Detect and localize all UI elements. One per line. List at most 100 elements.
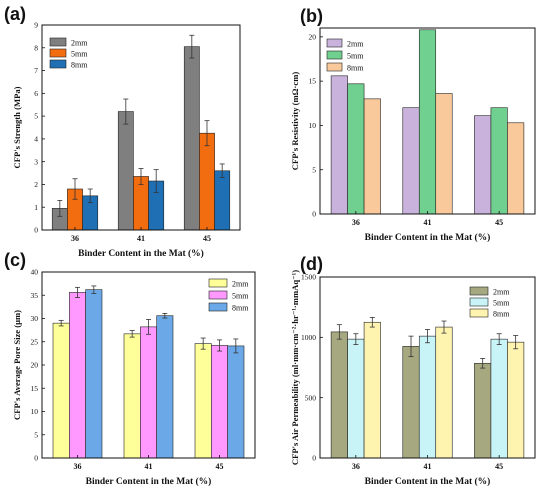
- legend-label-2mm: 2mm: [493, 288, 510, 297]
- bar-5mm-36: [347, 338, 365, 459]
- y-tick-label: 15: [309, 77, 317, 86]
- y-tick-label: 0: [312, 454, 316, 463]
- bar-5mm-45: [211, 345, 228, 459]
- y-tick-label: 0: [34, 454, 38, 463]
- y-tick-label: 6: [34, 89, 38, 98]
- legend-label-2mm: 2mm: [71, 39, 88, 48]
- x-tick-label: 45: [216, 462, 224, 471]
- bar-2mm-45: [474, 115, 492, 215]
- legend-label-5mm: 5mm: [347, 52, 364, 61]
- bar-5mm-36: [347, 83, 365, 215]
- bar-8mm-41: [156, 315, 174, 459]
- y-tick-label: 20: [31, 361, 39, 370]
- legend-swatch-5mm: [49, 48, 67, 58]
- bar-8mm-41: [435, 93, 453, 215]
- y-tick-label: 8: [34, 43, 38, 52]
- y-tick-label: 2: [34, 180, 38, 189]
- x-tick-label: 36: [352, 218, 360, 227]
- x-tick-label: 36: [352, 462, 360, 471]
- bar-8mm-45: [507, 341, 525, 459]
- y-tick-label: 500: [305, 393, 317, 402]
- y-tick-label: 9: [34, 21, 38, 30]
- x-tick-label: 45: [495, 462, 503, 471]
- y-tick-label: 30: [31, 314, 39, 323]
- legend-swatch-2mm: [49, 37, 67, 47]
- legend-label-2mm: 2mm: [232, 280, 249, 289]
- bar-2mm-45: [194, 343, 212, 459]
- chart-panel-3: 0 5 10 15 20 25 30 35 40 36 41 45 Binder Content in …: [4, 250, 256, 487]
- bar-5mm-41: [418, 29, 437, 215]
- bar-5mm-45: [199, 132, 215, 231]
- bar-8mm-45: [507, 122, 525, 215]
- bar-2mm-36: [330, 75, 348, 215]
- y-axis-label: CFP's Average Pore Size (μm): [12, 310, 22, 420]
- legend-label-5mm: 5mm: [493, 299, 510, 308]
- y-tick-label: 0: [34, 226, 38, 235]
- chart-panel-2: 0 5 10 15 20 36 41 45 Binder Content in the Mat …: [290, 6, 536, 243]
- x-tick-label: 45: [495, 218, 503, 227]
- legend-label-8mm: 8mm: [71, 61, 88, 70]
- x-tick-label: 41: [424, 218, 432, 227]
- legend-swatch-2mm: [326, 38, 343, 48]
- y-tick-label: 3: [34, 157, 38, 166]
- panel-label: (d): [300, 254, 323, 274]
- y-axis-label: CFP's Strength (MPa): [12, 86, 22, 168]
- y-tick-label: 1: [34, 203, 38, 212]
- bar-8mm-41: [435, 326, 453, 459]
- bar-5mm-45: [490, 107, 508, 215]
- x-tick-label: 36: [71, 234, 79, 243]
- legend-label-2mm: 2mm: [347, 40, 364, 49]
- legend-swatch-2mm: [469, 286, 489, 296]
- y-tick-label: 10: [31, 407, 39, 416]
- y-tick-label: 7: [34, 66, 38, 75]
- y-tick-label: 20: [309, 32, 317, 41]
- legend-swatch-8mm: [49, 59, 67, 69]
- bar-2mm-41: [402, 346, 420, 459]
- y-tick-label: 25: [31, 337, 39, 346]
- y-tick-label: 10: [309, 121, 317, 130]
- y-tick-label: 5: [34, 112, 38, 121]
- legend-swatch-5mm: [208, 290, 228, 300]
- y-tick-label: 1000: [301, 333, 316, 342]
- legend-swatch-5mm: [326, 50, 343, 60]
- legend-label-5mm: 5mm: [71, 50, 88, 59]
- bar-2mm-41: [117, 111, 134, 231]
- bar-2mm-45: [183, 46, 200, 231]
- legend-label-5mm: 5mm: [232, 292, 249, 301]
- x-axis-label: Binder Content in the Mat (%): [78, 248, 204, 259]
- panel-label: (b): [300, 6, 323, 26]
- bar-8mm-36: [363, 321, 381, 459]
- y-tick-label: 15: [31, 384, 39, 393]
- x-axis-label: Binder Content in the Mat (%): [365, 232, 491, 243]
- legend-label-8mm: 8mm: [232, 304, 249, 313]
- y-tick-label: 35: [31, 291, 39, 300]
- bar-2mm-36: [330, 331, 348, 459]
- bar-2mm-41: [123, 333, 141, 459]
- x-tick-label: 41: [137, 234, 145, 243]
- legend-swatch-8mm: [469, 308, 489, 318]
- bar-5mm-36: [69, 292, 86, 459]
- y-tick-label: 4: [34, 134, 38, 143]
- legend-label-8mm: 8mm: [493, 310, 510, 319]
- legend-swatch-8mm: [326, 62, 343, 72]
- bar-8mm-36: [363, 98, 381, 215]
- x-tick-label: 45: [203, 234, 211, 243]
- x-tick-label: 36: [74, 462, 82, 471]
- legend-label-8mm: 8mm: [347, 64, 364, 73]
- x-tick-label: 41: [145, 462, 153, 471]
- y-tick-label: 1500: [301, 273, 316, 282]
- panel-label: (a): [4, 4, 26, 24]
- y-tick-label: 0: [312, 210, 316, 219]
- bar-5mm-41: [418, 335, 437, 459]
- y-tick-label: 5: [312, 165, 316, 174]
- bar-5mm-45: [490, 338, 508, 459]
- bar-2mm-36: [52, 322, 70, 459]
- legend-swatch-2mm: [208, 278, 228, 288]
- bar-8mm-36: [85, 289, 103, 459]
- y-tick-label: 5: [34, 430, 38, 439]
- bar-2mm-41: [402, 107, 420, 215]
- x-axis-label: Binder Content in the Mat (%): [365, 476, 491, 487]
- chart-panel-4: 0 500 1000 1500 36 41 45 Binder Content in the …: [290, 254, 536, 487]
- x-tick-label: 41: [424, 462, 432, 471]
